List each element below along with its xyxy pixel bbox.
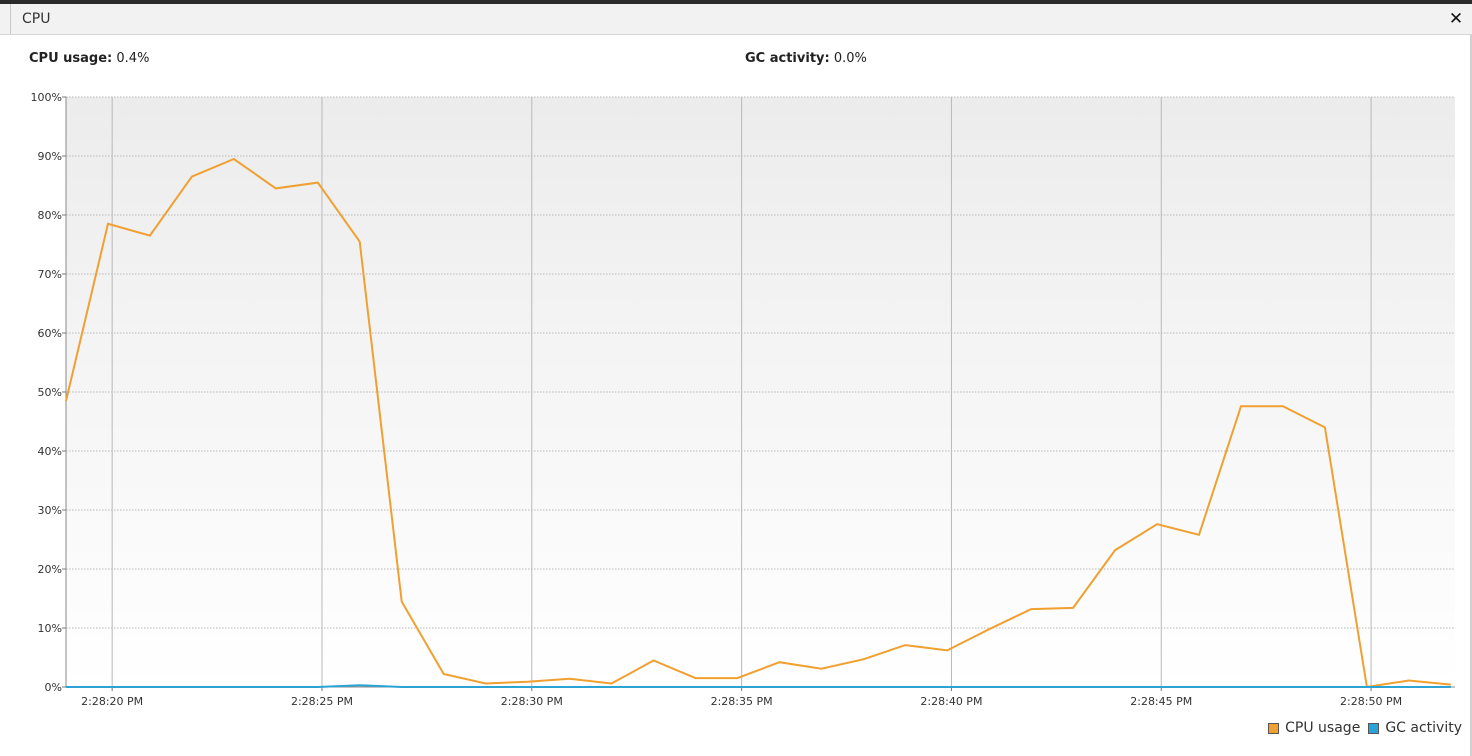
panel-title-bar: CPU ✕ (0, 4, 1472, 35)
y-tick-label: 30% (38, 504, 62, 517)
cpu-usage-label: CPU usage: (29, 51, 113, 66)
legend-item-cpu: CPU usage (1268, 720, 1360, 736)
legend-label-cpu: CPU usage (1285, 720, 1361, 736)
legend-label-gc: GC activity (1385, 720, 1462, 736)
cpu-usage-value: 0.4% (116, 51, 150, 66)
y-tick-label: 0% (45, 681, 62, 694)
cpu-usage-readout: CPU usage: 0.4% (29, 51, 149, 66)
x-tick-label: 2:28:40 PM (920, 695, 982, 708)
y-tick-label: 90% (38, 150, 62, 163)
panel-title: CPU (22, 11, 51, 27)
legend-swatch-cpu (1268, 722, 1280, 734)
gc-activity-label: GC activity: (745, 51, 830, 66)
y-tick-label: 10% (38, 622, 62, 635)
y-tick-label: 70% (38, 268, 62, 281)
x-tick-label: 2:28:25 PM (291, 695, 353, 708)
close-icon[interactable]: ✕ (1448, 9, 1464, 29)
cpu-usage-line (65, 157, 1451, 689)
y-tick-label: 20% (38, 563, 62, 576)
legend-item-gc: GC activity (1368, 720, 1462, 736)
cpu-chart: 0% 10% 20% 30% 40% 50% 60% 70% 80% 90% 100% 2:28:20… (31, 91, 1455, 708)
panel-right-border (1470, 35, 1472, 756)
gc-activity-readout: GC activity: 0.0% (745, 51, 867, 66)
top-frame-border (0, 0, 1472, 4)
y-tick-label: 60% (38, 327, 62, 340)
y-tick-label: 40% (38, 445, 62, 458)
x-tick-label: 2:28:45 PM (1130, 695, 1192, 708)
legend-swatch-gc (1368, 722, 1380, 734)
x-tick-label: 2:28:50 PM (1340, 695, 1402, 708)
y-tick-label: 100% (31, 91, 62, 104)
x-tick-label: 2:28:35 PM (711, 695, 773, 708)
y-tick-label: 50% (38, 386, 62, 399)
gc-activity-value: 0.0% (833, 51, 867, 66)
gc-activity-line (66, 684, 1451, 688)
x-tick-label: 2:28:20 PM (81, 695, 143, 708)
title-bar-divider (10, 4, 11, 34)
x-tick-label: 2:28:30 PM (501, 695, 563, 708)
y-tick-label: 80% (38, 209, 62, 222)
chart-legend: CPU usage GC activity (1260, 720, 1462, 736)
